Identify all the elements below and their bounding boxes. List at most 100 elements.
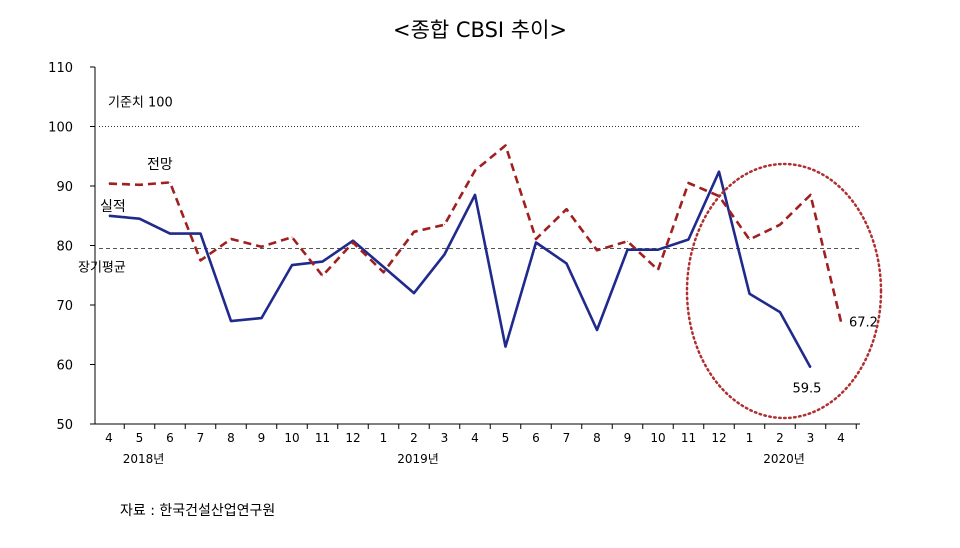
forecast-point xyxy=(749,239,750,241)
forecast-point xyxy=(261,246,262,248)
x-tick-label: 10 xyxy=(650,431,665,445)
actual-point xyxy=(779,311,781,313)
x-tick-label: 9 xyxy=(258,431,266,445)
actual-point xyxy=(535,242,537,244)
long-term-average-label: 장기평균 xyxy=(78,260,126,275)
x-tick-label: 7 xyxy=(197,431,205,445)
series-labels: 실적 전망 xyxy=(100,157,173,215)
actual-point xyxy=(291,264,293,266)
annotations: 59.5 67.2 xyxy=(685,162,883,420)
actual-point xyxy=(200,233,201,235)
x-tick-label: 4 xyxy=(105,431,113,445)
forecast-point xyxy=(444,224,445,226)
series-forecast-line xyxy=(108,144,843,323)
y-tick-label: 100 xyxy=(48,121,73,136)
actual-point xyxy=(627,249,628,251)
forecast-point xyxy=(840,321,842,323)
actual-point xyxy=(322,261,323,263)
actual-point xyxy=(566,262,567,264)
forecast-point xyxy=(810,194,811,196)
x-tick-label: 8 xyxy=(227,431,235,445)
x-tick-label: 4 xyxy=(837,431,845,445)
actual-point xyxy=(596,329,598,331)
forecast-point xyxy=(505,145,506,147)
x-year-label: 2020년 xyxy=(763,452,805,466)
actual-point xyxy=(657,249,659,251)
value-label-actual: 59.5 xyxy=(793,381,822,396)
actual-point xyxy=(474,194,476,196)
forecast-point xyxy=(383,271,384,273)
x-tick-label: 9 xyxy=(624,431,632,445)
forecast-point xyxy=(139,184,140,186)
forecast-point xyxy=(108,183,110,185)
forecast-point xyxy=(291,236,293,238)
y-tick-label: 90 xyxy=(56,180,73,195)
actual-point xyxy=(413,292,415,294)
x-tick-label: 6 xyxy=(166,431,174,445)
actual-point xyxy=(810,366,811,368)
y-tick-label: 70 xyxy=(56,299,73,314)
forecast-point xyxy=(474,170,476,172)
baseline-100-label: 기준치 100 xyxy=(108,96,173,111)
chart-title: <종합 CBSI 추이> xyxy=(392,18,568,42)
series-actual-line xyxy=(108,170,812,369)
x-year-label: 2019년 xyxy=(397,452,439,466)
series-group xyxy=(108,144,843,369)
actual-point xyxy=(108,215,110,217)
x-tick-label: 1 xyxy=(380,431,388,445)
x-tick-label: 11 xyxy=(681,431,696,445)
forecast-point xyxy=(627,240,628,242)
series-forecast-label: 전망 xyxy=(147,157,173,173)
highlight-ellipse xyxy=(685,162,883,420)
x-tick-label: 2 xyxy=(410,431,418,445)
x-tick-label: 12 xyxy=(345,431,360,445)
forecast-point xyxy=(352,242,354,244)
actual-point xyxy=(230,320,232,322)
x-tick-label: 5 xyxy=(502,431,510,445)
x-tick-label: 10 xyxy=(284,431,299,445)
x-tick-label: 2 xyxy=(776,431,784,445)
forecast-point xyxy=(169,181,171,183)
actual-point xyxy=(352,240,354,242)
forecast-point xyxy=(566,208,567,210)
actual-point xyxy=(749,293,750,295)
x-tick-label: 7 xyxy=(563,431,571,445)
x-tick-label: 1 xyxy=(746,431,754,445)
forecast-point xyxy=(779,224,781,226)
x-tick-label: 3 xyxy=(441,431,449,445)
forecast-point xyxy=(657,269,659,271)
x-tick-label: 8 xyxy=(593,431,601,445)
forecast-point xyxy=(535,238,537,240)
forecast-point xyxy=(413,231,415,233)
actual-point xyxy=(444,253,445,255)
forecast-point xyxy=(230,238,232,240)
forecast-point xyxy=(688,182,689,184)
value-label-forecast: 67.2 xyxy=(849,316,878,331)
x-tick-label: 12 xyxy=(711,431,726,445)
forecast-point xyxy=(200,259,201,261)
forecast-point xyxy=(596,249,598,251)
x-tick-label: 6 xyxy=(532,431,540,445)
actual-point xyxy=(505,346,506,348)
actual-point xyxy=(383,266,384,268)
forecast-point xyxy=(322,275,323,277)
actual-point xyxy=(261,317,262,319)
series-actual-label: 실적 xyxy=(100,199,126,215)
x-tick-label: 11 xyxy=(315,431,330,445)
y-tick-label: 60 xyxy=(56,359,73,374)
x-tick-label: 4 xyxy=(471,431,479,445)
y-tick-label: 80 xyxy=(56,240,73,255)
x-year-label: 2018년 xyxy=(123,452,165,466)
reference-lines: 기준치 100 장기평균 xyxy=(78,96,860,275)
actual-point xyxy=(688,239,689,241)
y-tick-label: 110 xyxy=(48,61,73,76)
actual-point xyxy=(139,218,140,220)
x-tick-label: 5 xyxy=(136,431,144,445)
x-tick-label: 3 xyxy=(807,431,815,445)
actual-point xyxy=(718,171,720,173)
source-note: 자료 : 한국건설산업연구원 xyxy=(120,503,276,519)
y-tick-label: 50 xyxy=(56,418,73,433)
actual-point xyxy=(169,233,171,235)
